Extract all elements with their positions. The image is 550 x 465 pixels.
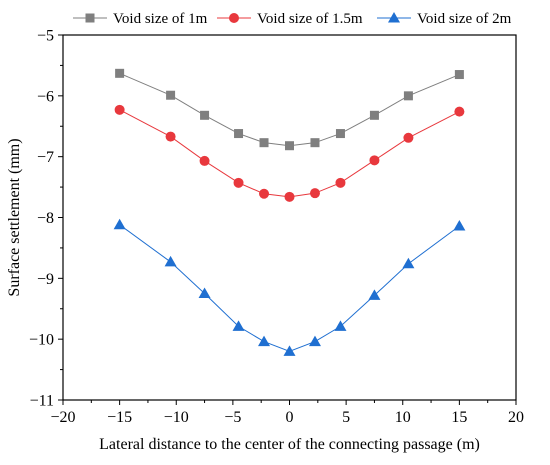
series-line — [119, 109, 460, 198]
data-point — [199, 155, 210, 166]
data-point — [283, 345, 296, 356]
data-point — [113, 218, 126, 230]
y-tick-label: −5 — [37, 28, 54, 45]
data-point — [232, 320, 245, 331]
x-tick-label: 5 — [342, 409, 350, 426]
series-3 — [113, 218, 466, 356]
data-point — [453, 220, 466, 231]
series-2 — [114, 104, 465, 202]
x-tick-label: 15 — [451, 409, 467, 426]
series-line — [119, 224, 460, 352]
y-tick-label: −11 — [30, 393, 54, 410]
axis-ticks: −20 −15 −10 −5 0 5 10 15 20 −11 −10 −9 −8 −7 −6 −5 — [29, 28, 524, 427]
data-point — [234, 129, 244, 139]
x-tick-label: −20 — [50, 409, 75, 426]
data-point — [454, 106, 465, 117]
data-point — [403, 132, 414, 143]
data-point — [403, 91, 413, 101]
data-point — [200, 110, 210, 120]
y-tick-label: −8 — [37, 210, 54, 227]
series-1 — [115, 68, 464, 151]
data-point — [114, 104, 125, 115]
data-point — [284, 191, 295, 202]
data-point — [334, 320, 347, 331]
x-tick-label: 10 — [395, 409, 411, 426]
legend-label: Void size of 2m — [417, 11, 512, 27]
y-tick-label: −10 — [29, 332, 54, 349]
series-layer — [113, 68, 466, 356]
y-tick-label: −9 — [37, 271, 54, 288]
x-tick-label: −10 — [164, 409, 189, 426]
legend: Void size of 1m Void size of 1.5m Void siz… — [73, 11, 512, 27]
legend-marker — [229, 13, 239, 23]
data-point — [285, 141, 294, 151]
data-point — [369, 155, 380, 166]
data-point — [402, 257, 415, 269]
x-tick-label: 20 — [508, 409, 524, 426]
legend-marker — [85, 13, 95, 23]
data-point — [166, 90, 176, 100]
data-point — [258, 335, 271, 347]
plot-frame — [62, 34, 517, 401]
data-point — [310, 138, 320, 148]
data-point — [233, 177, 244, 188]
data-point — [165, 131, 176, 142]
data-point — [335, 177, 346, 188]
legend-marker — [388, 12, 400, 23]
data-point — [309, 188, 320, 199]
x-tick-label: −15 — [107, 409, 132, 426]
legend-label: Void size of 1m — [113, 11, 208, 27]
x-axis-label: Lateral distance to the center of the co… — [99, 436, 480, 453]
data-point — [164, 255, 177, 267]
y-tick-label: −6 — [37, 88, 54, 105]
legend-item-2: Void size of 1.5m — [217, 11, 363, 27]
data-point — [115, 68, 125, 78]
x-tick-label: −5 — [224, 409, 241, 426]
y-axis-label: Surface settlement (mm) — [6, 138, 23, 296]
data-point — [308, 335, 321, 347]
legend-label: Void size of 1.5m — [257, 11, 363, 27]
data-point — [198, 287, 211, 299]
data-point — [259, 188, 270, 199]
y-tick-label: −7 — [37, 149, 54, 166]
data-point — [368, 289, 381, 300]
x-tick-label: 0 — [286, 409, 294, 426]
data-point — [369, 110, 379, 120]
legend-item-1: Void size of 1m — [73, 11, 208, 27]
legend-item-3: Void size of 2m — [377, 11, 512, 27]
data-point — [335, 129, 345, 139]
data-point — [259, 138, 269, 148]
data-point — [454, 70, 464, 80]
